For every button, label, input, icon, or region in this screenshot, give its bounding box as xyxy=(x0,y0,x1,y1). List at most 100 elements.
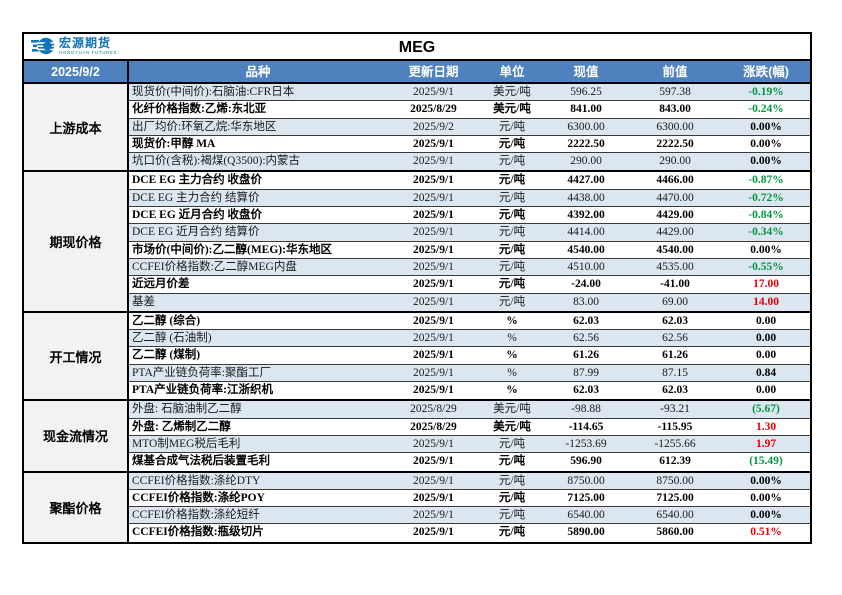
table-row: 基差 2025/9/1 元/吨 83.00 69.00 14.00 xyxy=(129,293,810,311)
previous-value-cell: 6540.00 xyxy=(656,509,694,522)
update-date-cell: 2025/9/1 xyxy=(413,474,454,487)
unit-cell: % xyxy=(506,349,518,362)
change-cell: 0.00% xyxy=(750,155,782,168)
section-label: 期现价格 xyxy=(24,172,129,311)
update-date-cell: 2025/9/1 xyxy=(413,437,454,450)
table-row: CCFEI价格指数:涤纶POY 2025/9/1 元/吨 7125.00 712… xyxy=(129,489,810,508)
change-cell: 0.00% xyxy=(750,120,782,133)
variety-cell: PTA产业链负荷率:江浙织机 xyxy=(132,384,273,397)
change-cell: 0.51% xyxy=(750,526,782,539)
report-date: 2025/9/2 xyxy=(24,61,129,82)
table-row: CCFEI价格指数:涤纶DTY 2025/9/1 元/吨 8750.00 875… xyxy=(129,472,810,490)
current-value-cell: 4438.00 xyxy=(567,191,605,204)
update-date-cell: 2025/8/29 xyxy=(410,420,457,433)
unit-cell: 元/吨 xyxy=(498,137,526,150)
table-row: CCFEI价格指数:涤纶短纤 2025/9/1 元/吨 6540.00 6540… xyxy=(129,507,810,525)
table-row: DCE EG 近月合约 结算价 2025/9/1 元/吨 4414.00 442… xyxy=(129,224,810,242)
current-value-cell: 596.90 xyxy=(570,455,602,468)
unit-cell: 元/吨 xyxy=(498,437,526,450)
previous-value-cell: 61.26 xyxy=(662,349,688,362)
current-value-cell: 4510.00 xyxy=(567,260,605,273)
unit-cell: 元/吨 xyxy=(498,260,526,273)
variety-cell: 近远月价差 xyxy=(132,278,190,291)
previous-value-cell: 2222.50 xyxy=(656,137,694,150)
current-value-cell: 4540.00 xyxy=(567,243,605,256)
table-row: 市场价(中间价):乙二醇(MEG):华东地区 2025/9/1 元/吨 4540… xyxy=(129,241,810,259)
table-body: 上游成本 现货价(中间价):石脑油:CFR日本 2025/9/1 美元/吨 59… xyxy=(24,84,810,542)
variety-cell: DCE EG 近月合约 结算价 xyxy=(132,226,260,239)
update-date-cell: 2025/9/1 xyxy=(413,366,454,379)
company-logo: 宏源期货 HONGYUAN FUTURES xyxy=(31,36,117,56)
section-label: 上游成本 xyxy=(24,84,129,171)
col-header-update-date: 更新日期 xyxy=(408,65,459,79)
table-row: 坑口价(含税):褐煤(Q3500):内蒙古 2025/9/1 元/吨 290.0… xyxy=(129,153,810,171)
table-row: PTA产业链负荷率:聚酯工厂 2025/9/1 % 87.99 87.15 0.… xyxy=(129,364,810,383)
unit-cell: % xyxy=(507,332,517,345)
previous-value-cell: 62.03 xyxy=(662,384,688,397)
current-value-cell: 8750.00 xyxy=(567,474,605,487)
unit-cell: 元/吨 xyxy=(498,174,526,187)
previous-value-cell: 597.38 xyxy=(659,86,691,98)
unit-cell: % xyxy=(507,366,517,379)
update-date-cell: 2025/9/1 xyxy=(413,455,454,468)
current-value-cell: 62.03 xyxy=(573,384,599,397)
change-cell: 1.30 xyxy=(755,420,777,433)
company-name-block: 宏源期货 HONGYUAN FUTURES xyxy=(59,37,117,56)
table-section: 聚酯价格 CCFEI价格指数:涤纶DTY 2025/9/1 元/吨 8750.0… xyxy=(24,472,810,542)
unit-cell: 元/吨 xyxy=(498,491,526,504)
change-cell: 0.00 xyxy=(755,384,777,397)
unit-cell: 元/吨 xyxy=(498,226,526,239)
unit-cell: 元/吨 xyxy=(498,295,526,308)
current-value-cell: 62.03 xyxy=(573,314,599,327)
previous-value-cell: 290.00 xyxy=(659,155,691,168)
update-date-cell: 2025/9/1 xyxy=(413,209,454,222)
change-cell: 0.00 xyxy=(755,314,777,327)
update-date-cell: 2025/9/1 xyxy=(413,155,454,168)
section-rows: DCE EG 主力合约 收盘价 2025/9/1 元/吨 4427.00 446… xyxy=(129,172,810,311)
previous-value-cell: 5860.00 xyxy=(656,526,694,539)
variety-cell: 乙二醇 (煤制) xyxy=(132,349,201,362)
variety-cell: 基差 xyxy=(132,295,155,308)
current-value-cell: 7125.00 xyxy=(567,491,605,504)
variety-cell: 乙二醇 (综合) xyxy=(132,314,201,327)
unit-cell: 元/吨 xyxy=(498,243,526,256)
section-rows: 外盘: 石脑油制乙二醇 2025/8/29 美元/吨 -98.88 -93.21… xyxy=(129,401,810,471)
report-table: 宏源期货 HONGYUAN FUTURES MEG 2025/9/2 品种 更新… xyxy=(22,32,812,544)
variety-cell: DCE EG 主力合约 收盘价 xyxy=(132,174,263,187)
section-rows: 现货价(中间价):石脑油:CFR日本 2025/9/1 美元/吨 596.25 … xyxy=(129,84,810,171)
variety-cell: 外盘: 石脑油制乙二醇 xyxy=(132,403,242,416)
variety-cell: PTA产业链负荷率:聚酯工厂 xyxy=(132,366,271,379)
section-label: 开工情况 xyxy=(24,312,129,400)
table-row: MTO制MEG税后毛利 2025/9/1 元/吨 -1253.69 -1255.… xyxy=(129,435,810,454)
page-title: MEG xyxy=(398,39,436,56)
col-header-variety: 品种 xyxy=(245,65,271,79)
change-cell: 0.00 xyxy=(755,349,777,362)
current-value-cell: -1253.69 xyxy=(565,437,607,450)
variety-cell: 煤基合成气法税后装置毛利 xyxy=(132,455,270,468)
unit-cell: 元/吨 xyxy=(498,474,526,487)
current-value-cell: -24.00 xyxy=(571,278,601,291)
update-date-cell: 2025/9/1 xyxy=(413,491,454,504)
update-date-cell: 2025/9/1 xyxy=(413,86,454,98)
previous-value-cell: 8750.00 xyxy=(656,474,694,487)
table-section: 现金流情况 外盘: 石脑油制乙二醇 2025/8/29 美元/吨 -98.88 … xyxy=(24,401,810,473)
update-date-cell: 2025/9/1 xyxy=(413,260,454,273)
update-date-cell: 2025/8/29 xyxy=(410,103,457,116)
variety-cell: 现货价:甲醇 MA xyxy=(132,137,216,150)
current-value-cell: -114.65 xyxy=(568,420,604,433)
previous-value-cell: 843.00 xyxy=(659,103,691,116)
table-row: 出厂均价:环氧乙烷:华东地区 2025/9/2 元/吨 6300.00 6300… xyxy=(129,118,810,136)
hongyuan-globe-icon xyxy=(31,36,55,56)
unit-cell: 元/吨 xyxy=(498,455,526,468)
variety-cell: 现货价(中间价):石脑油:CFR日本 xyxy=(132,86,295,98)
unit-cell: 元/吨 xyxy=(498,526,526,539)
previous-value-cell: 4429.00 xyxy=(656,226,694,239)
previous-value-cell: 62.56 xyxy=(662,332,688,345)
table-row: 近远月价差 2025/9/1 元/吨 -24.00 -41.00 17.00 xyxy=(129,276,810,294)
change-cell: -0.19% xyxy=(748,86,784,98)
table-row: CCFEI价格指数:瓶级切片 2025/9/1 元/吨 5890.00 5860… xyxy=(129,524,810,542)
change-cell: 0.00% xyxy=(750,491,782,504)
update-date-cell: 2025/9/2 xyxy=(413,120,454,133)
current-value-cell: 5890.00 xyxy=(567,526,605,539)
previous-value-cell: 87.15 xyxy=(662,366,688,379)
